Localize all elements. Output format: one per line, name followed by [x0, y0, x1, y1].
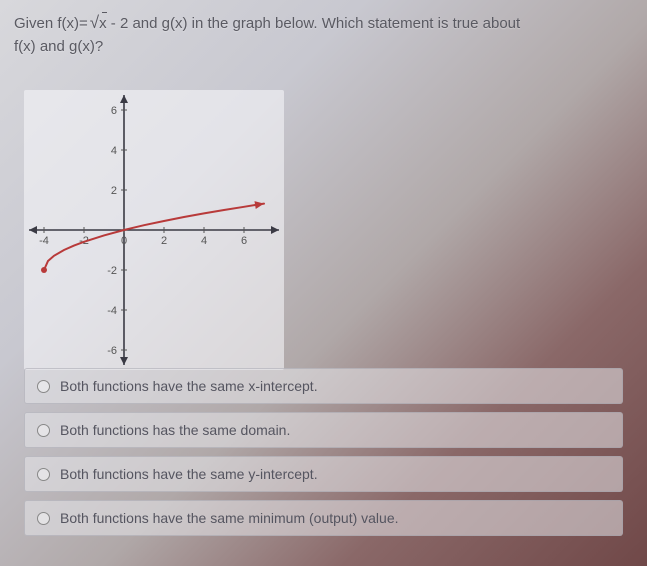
option-b[interactable]: Both functions has the same domain. [24, 412, 623, 448]
svg-text:4: 4 [201, 235, 207, 247]
svg-text:6: 6 [111, 105, 117, 117]
radio-icon [37, 468, 50, 481]
graph-svg: -4-20246642-2-4-6 [24, 90, 284, 370]
svg-text:0: 0 [121, 235, 127, 247]
answer-options: Both functions have the same x-intercept… [24, 368, 623, 544]
q-pre: Given f(x)= [14, 15, 88, 32]
svg-text:2: 2 [111, 185, 117, 197]
sqrt-arg: x [99, 15, 107, 32]
sqrt-bar [102, 12, 107, 13]
option-label: Both functions have the same y-intercept… [60, 466, 318, 482]
option-label: Both functions have the same minimum (ou… [60, 510, 399, 526]
sqrt-expression: √x [88, 10, 107, 36]
svg-text:4: 4 [111, 145, 117, 157]
question-text: Given f(x)=√x - 2 and g(x) in the graph … [14, 10, 633, 58]
option-c[interactable]: Both functions have the same y-intercept… [24, 456, 623, 492]
radio-icon [37, 512, 50, 525]
radio-icon [37, 424, 50, 437]
question-block: Given f(x)=√x - 2 and g(x) in the graph … [0, 0, 647, 68]
radical-icon: √ [90, 13, 99, 32]
q-post: - 2 and g(x) in the graph below. Which s… [107, 15, 521, 32]
graph: -4-20246642-2-4-6 [24, 90, 284, 370]
svg-text:6: 6 [241, 235, 247, 247]
svg-text:-2: -2 [107, 265, 117, 277]
option-label: Both functions have the same x-intercept… [60, 378, 318, 394]
svg-text:-4: -4 [39, 235, 49, 247]
q-line2: f(x) and g(x)? [14, 38, 103, 55]
svg-text:2: 2 [161, 235, 167, 247]
svg-text:-6: -6 [107, 345, 117, 357]
option-a[interactable]: Both functions have the same x-intercept… [24, 368, 623, 404]
svg-text:-4: -4 [107, 305, 117, 317]
radio-icon [37, 380, 50, 393]
option-label: Both functions has the same domain. [60, 422, 290, 438]
option-d[interactable]: Both functions have the same minimum (ou… [24, 500, 623, 536]
